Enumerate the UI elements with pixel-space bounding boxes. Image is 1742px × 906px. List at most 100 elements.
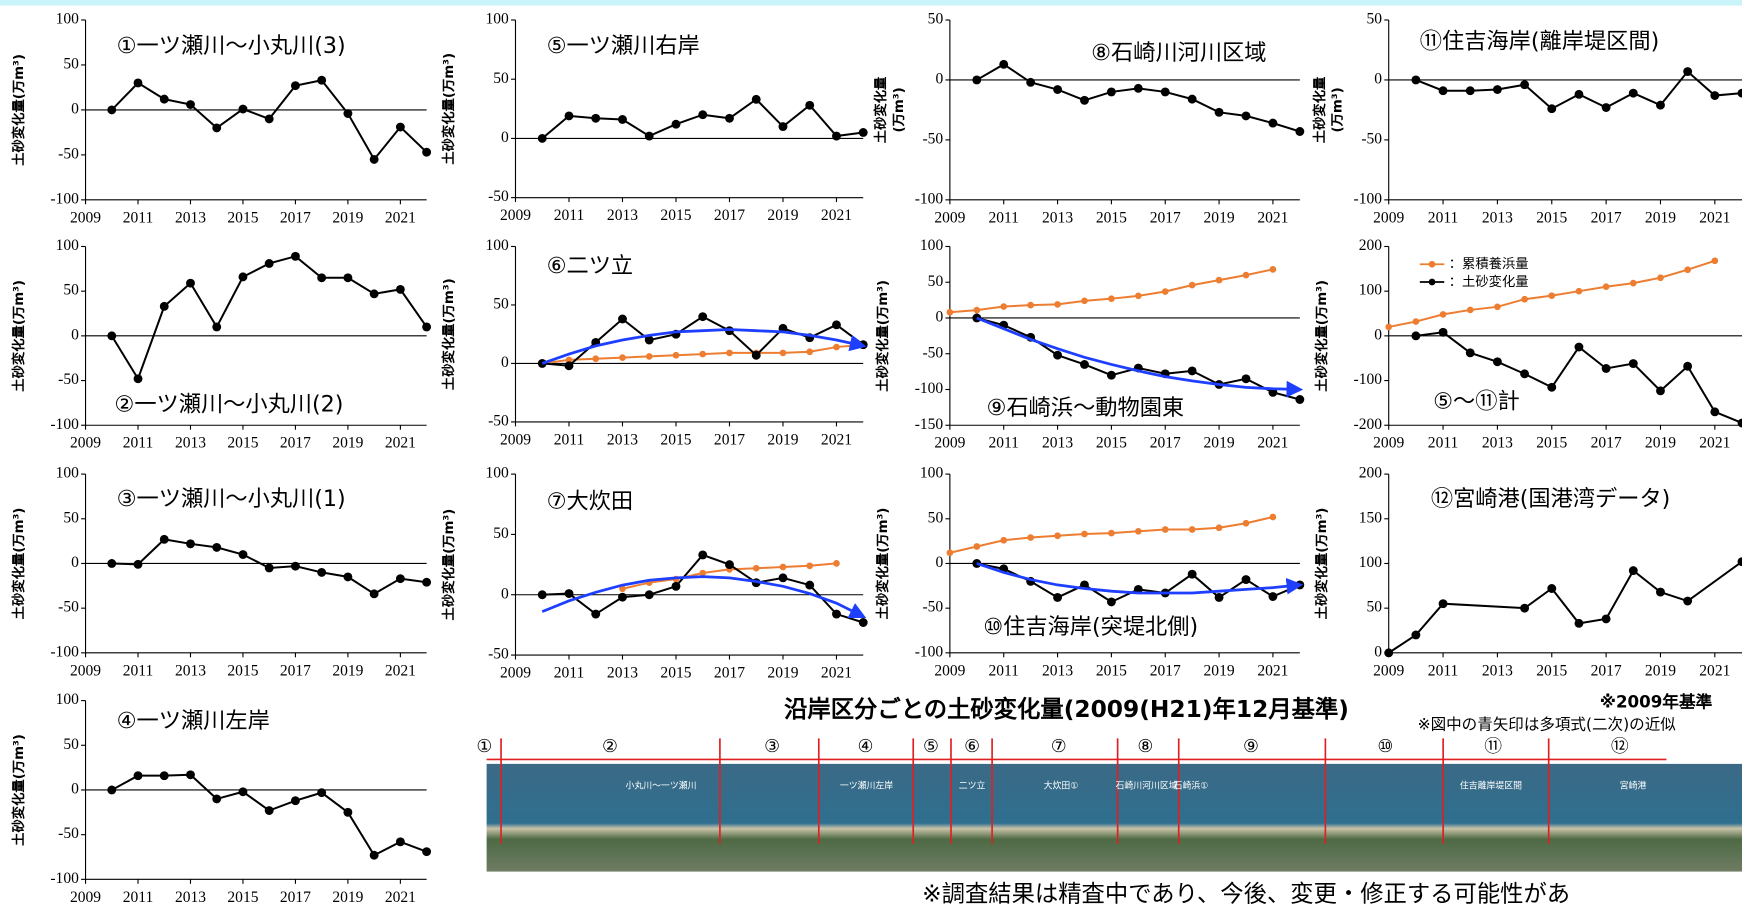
data-point: [806, 348, 814, 356]
data-point: [618, 314, 627, 324]
data-point: [317, 273, 327, 283]
data-point: [1106, 370, 1116, 380]
data-point: [238, 787, 248, 797]
data-point: [1656, 100, 1665, 110]
y-tick-label: 50: [1367, 11, 1383, 28]
data-point: [395, 284, 405, 294]
x-tick-label: 2017: [280, 662, 311, 679]
data-point: [238, 272, 248, 282]
series-line: [976, 562, 1301, 604]
y-tick-label: -100: [1354, 371, 1383, 388]
x-tick-label: 2009: [934, 435, 965, 452]
data-point: [1053, 350, 1063, 360]
data-point: [1656, 386, 1665, 396]
data-point: [779, 563, 787, 571]
x-tick-label: 2019: [767, 207, 798, 224]
y-tick-label: 0: [501, 129, 509, 146]
trend-arrow: [976, 562, 1304, 595]
x-tick-label: 2013: [1042, 662, 1073, 679]
data-point: [107, 785, 117, 795]
y-tick-label: -50: [1361, 130, 1382, 147]
y-tick-label: 0: [935, 71, 943, 88]
segment-number: ⑨: [1243, 737, 1259, 757]
data-point: [725, 113, 734, 123]
x-tick-label: 2015: [1096, 435, 1127, 452]
series-line: [949, 268, 1274, 314]
y-tick-label: 50: [493, 525, 509, 542]
data-point: [343, 273, 353, 283]
data-point: [1683, 67, 1693, 76]
data-point: [564, 111, 574, 121]
y-tick-label: 150: [1359, 509, 1383, 526]
x-tick-label: 2009: [1373, 662, 1404, 679]
data-point: [751, 350, 761, 360]
legend-dot: [1428, 260, 1436, 268]
y-tick-label: 0: [71, 781, 79, 798]
data-point: [1188, 526, 1196, 533]
data-point: [133, 78, 143, 88]
data-point: [290, 796, 300, 806]
segment-number: ②: [602, 737, 618, 757]
x-tick-label: 2013: [607, 431, 638, 448]
data-point: [698, 312, 708, 322]
y-axis-label: 土砂変化量(万m³): [10, 54, 27, 166]
data-point: [1601, 103, 1611, 112]
data-point: [1241, 575, 1251, 585]
data-point: [343, 807, 353, 817]
data-point: [1520, 80, 1530, 90]
data-point: [1411, 630, 1421, 640]
chart-title: ⑥二ツ立: [547, 253, 634, 279]
data-point: [1628, 359, 1638, 369]
data-point: [369, 289, 379, 299]
data-point: [1053, 592, 1063, 602]
y-tick-label: 100: [1359, 282, 1383, 299]
data-point: [133, 771, 143, 781]
data-point: [1602, 283, 1610, 291]
x-tick-label: 2017: [280, 889, 311, 906]
data-point: [1628, 566, 1638, 576]
y-tick-label: 100: [486, 465, 510, 482]
map-label: 一ツ瀬川左岸: [840, 780, 893, 792]
data-point: [1000, 536, 1008, 544]
data-point: [1134, 292, 1142, 300]
x-tick-label: 2021: [1699, 435, 1730, 452]
arrow-note: ※図中の青矢印は多項式(二次)の近似: [1418, 716, 1677, 734]
data-point: [212, 542, 222, 552]
x-tick-label: 2011: [123, 889, 154, 906]
y-tick-label: 50: [1367, 599, 1383, 616]
x-tick-label: 2009: [500, 665, 531, 682]
data-point: [1187, 569, 1197, 579]
data-point: [644, 590, 654, 600]
chart-title: ②一ツ瀬川～小丸川(2): [114, 392, 343, 418]
data-point: [1108, 295, 1115, 303]
y-tick-label: 100: [1359, 554, 1383, 571]
x-tick-label: 2011: [123, 662, 154, 679]
data-point: [1160, 87, 1170, 97]
y-tick-label: -200: [1354, 416, 1383, 433]
data-point: [1268, 592, 1278, 601]
data-point: [751, 94, 761, 104]
y-tick-label: 0: [71, 100, 79, 117]
data-point: [1133, 83, 1143, 93]
data-point: [395, 837, 405, 847]
data-point: [317, 788, 327, 798]
trend-arrow: [541, 575, 867, 618]
legend-label: ：土砂変化量: [1449, 273, 1529, 290]
segment-number: ⑤: [923, 737, 939, 757]
y-tick-label: -100: [50, 870, 79, 887]
x-tick-label: 2021: [821, 665, 852, 682]
data-point: [369, 850, 379, 860]
chart-title: ⑤一ツ瀬川右岸: [547, 33, 700, 59]
chart-title: ⑩住吉海岸(突堤北側): [983, 614, 1198, 640]
map-label: 石崎川河川区域: [1115, 780, 1177, 792]
x-tick-label: 2017: [1591, 209, 1622, 226]
data-point: [1053, 85, 1063, 94]
data-point: [779, 349, 787, 357]
y-tick-label: -50: [922, 344, 943, 361]
data-point: [1439, 311, 1447, 318]
legend-label: ：累積養浜量: [1449, 255, 1529, 272]
data-point: [644, 335, 654, 345]
data-point: [833, 560, 840, 567]
data-point: [832, 131, 841, 141]
